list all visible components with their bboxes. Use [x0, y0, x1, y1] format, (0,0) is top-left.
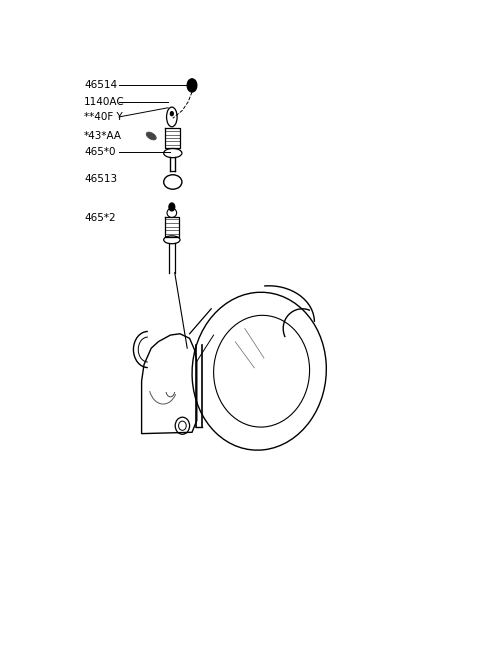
- Circle shape: [169, 203, 175, 211]
- Text: 46513: 46513: [84, 173, 117, 184]
- Text: 46514: 46514: [84, 80, 117, 91]
- Circle shape: [187, 79, 197, 92]
- Text: 1140AC: 1140AC: [84, 97, 125, 107]
- Ellipse shape: [146, 132, 156, 140]
- Text: **40F Y: **40F Y: [84, 112, 123, 122]
- Text: 465*2: 465*2: [84, 213, 116, 223]
- Text: 465*0: 465*0: [84, 147, 116, 158]
- Text: *43*AA: *43*AA: [84, 131, 122, 141]
- Circle shape: [170, 112, 173, 116]
